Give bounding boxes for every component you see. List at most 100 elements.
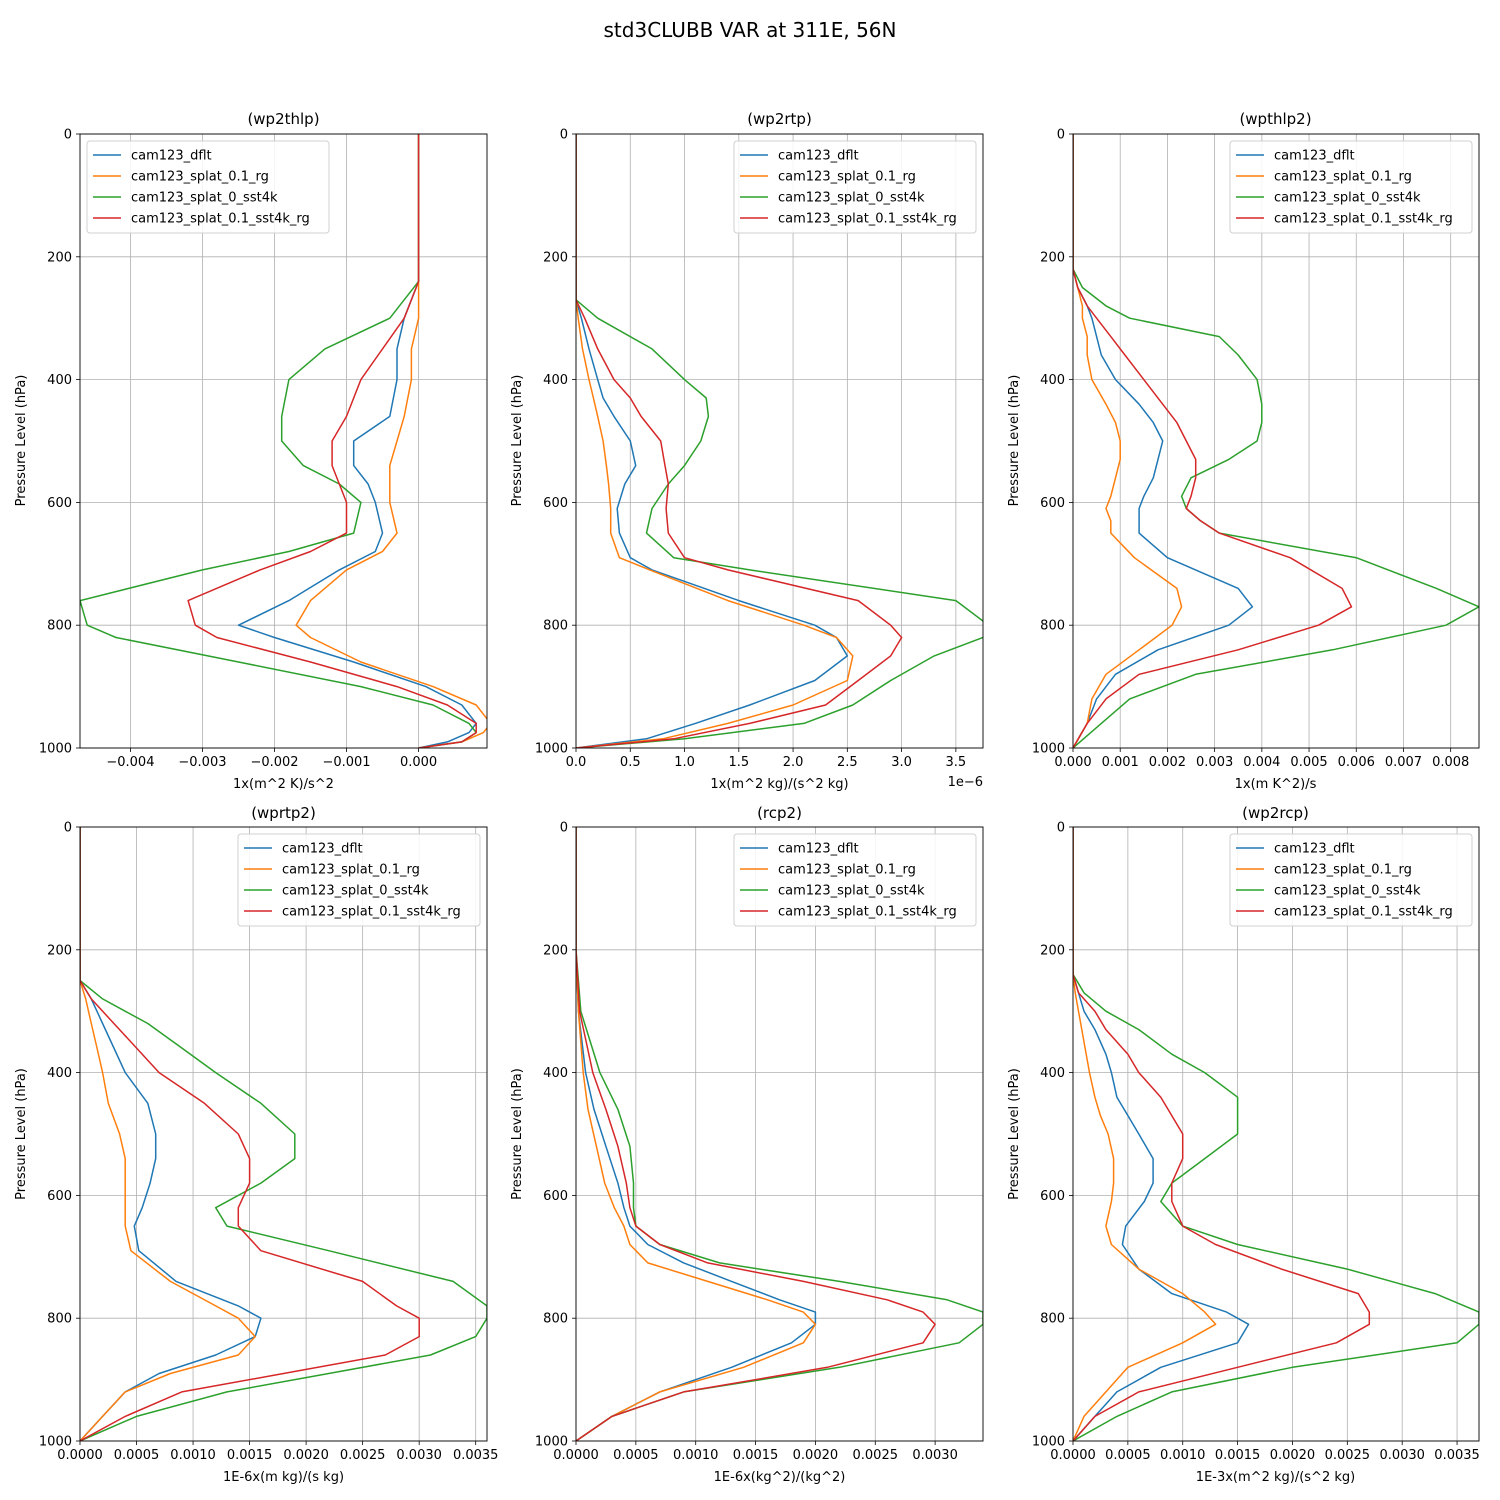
legend-label: cam123_splat_0.1_rg xyxy=(131,170,269,185)
y-tick-label: 1000 xyxy=(1032,1435,1065,1450)
legend-label: cam123_splat_0.1_rg xyxy=(778,863,916,878)
legend-label: cam123_splat_0.1_rg xyxy=(1274,170,1412,185)
x-tick-label: 1.5 xyxy=(728,755,749,770)
series-line-cam123_splat_0.1_rg xyxy=(295,134,487,748)
series-line-cam123_splat_0.1_sst4k_rg xyxy=(1073,134,1353,748)
x-tick-label: 0.5 xyxy=(620,755,641,770)
legend-label: cam123_splat_0.1_sst4k_rg xyxy=(778,212,957,227)
legend-box xyxy=(86,140,330,234)
series-line-cam123_dflt xyxy=(1073,134,1254,748)
y-tick-label: 0 xyxy=(1057,821,1065,836)
x-tick-label: 0.0005 xyxy=(613,1448,659,1463)
x-tick-label: 0.003 xyxy=(1196,755,1233,770)
y-tick-label: 1000 xyxy=(39,742,72,757)
x-tick-label: 0.0020 xyxy=(1270,1448,1316,1463)
y-tick-label: 600 xyxy=(543,496,568,511)
axes-frame xyxy=(575,133,984,749)
x-tick-label: 0.008 xyxy=(1432,755,1469,770)
y-tick-label: 800 xyxy=(1040,619,1065,634)
legend-label: cam123_splat_0_sst4k xyxy=(282,884,429,899)
y-tick-label: 800 xyxy=(47,619,72,634)
legend-label: cam123_splat_0_sst4k xyxy=(778,884,925,899)
x-tick-label: 0.0025 xyxy=(853,1448,899,1463)
x-tick-label: 0.000 xyxy=(400,755,437,770)
legend-label: cam123_dflt xyxy=(1274,842,1355,857)
x-tick-label: 0.0015 xyxy=(227,1448,273,1463)
legend-label: cam123_splat_0.1_sst4k_rg xyxy=(778,905,957,920)
x-tick-label: 0.0000 xyxy=(57,1448,103,1463)
panel-wp2thlp: (wp2thlp) 1x(m^2 K)/s^2 Pressure Level (… xyxy=(14,110,488,792)
y-tick-label: 400 xyxy=(543,373,568,388)
legend-label: cam123_splat_0.1_sst4k_rg xyxy=(1274,212,1453,227)
y-tick-label: 200 xyxy=(543,250,568,265)
x-tick-label: 0.0025 xyxy=(1325,1448,1371,1463)
series-line-cam123_dflt xyxy=(576,827,817,1441)
series-line-cam123_splat_0.1_rg xyxy=(576,134,854,748)
series-line-cam123_dflt xyxy=(576,134,849,748)
legend-box xyxy=(733,833,977,927)
x-tick-label: 0.0005 xyxy=(114,1448,160,1463)
y-tick-label: 400 xyxy=(1040,373,1065,388)
panel-title: (wpthlp2) xyxy=(1239,110,1311,128)
y-axis-label: Pressure Level (hPa) xyxy=(1007,375,1022,507)
x-tick-label: 0.002 xyxy=(1149,755,1186,770)
y-tick-label: 1000 xyxy=(535,1435,568,1450)
legend-label: cam123_splat_0.1_sst4k_rg xyxy=(282,905,461,920)
y-tick-label: 600 xyxy=(1040,496,1065,511)
series-line-cam123_dflt xyxy=(1073,827,1250,1441)
y-tick-label: 800 xyxy=(543,619,568,634)
legend-label: cam123_dflt xyxy=(778,149,859,164)
x-axis-label: 1x(m^2 kg)/(s^2 kg) xyxy=(710,777,848,792)
x-tick-label: 3.0 xyxy=(891,755,912,770)
x-tick-label: 0.0030 xyxy=(1379,1448,1425,1463)
series-lines xyxy=(80,134,487,748)
series-line-cam123_splat_0_sst4k xyxy=(576,134,983,748)
panel-wp2rtp: (wp2rtp) 1x(m^2 kg)/(s^2 kg) Pressure Le… xyxy=(510,110,984,792)
x-axis-label: 1E-6x(m kg)/(s kg) xyxy=(223,1470,344,1485)
x-tick-label: 0.0000 xyxy=(553,1448,599,1463)
y-tick-label: 200 xyxy=(1040,250,1065,265)
x-tick-label: 0.0035 xyxy=(453,1448,499,1463)
y-tick-label: 0 xyxy=(560,821,568,836)
y-tick-label: 600 xyxy=(543,1189,568,1204)
y-tick-label: 200 xyxy=(47,943,72,958)
series-lines xyxy=(1073,134,1479,748)
series-lines xyxy=(576,134,983,748)
legend-label: cam123_dflt xyxy=(131,149,212,164)
x-tick-label: 0.0000 xyxy=(1050,1448,1096,1463)
series-lines xyxy=(80,827,487,1441)
panel-wp2rcp: (wp2rcp) 1E-3x(m^2 kg)/(s^2 kg) Pressure… xyxy=(1007,804,1480,1485)
legend-box xyxy=(733,140,977,234)
y-tick-label: 400 xyxy=(1040,1066,1065,1081)
x-axis-label: 1x(m^2 K)/s^2 xyxy=(233,777,334,792)
x-tick-label: 0.004 xyxy=(1243,755,1280,770)
y-tick-label: 1000 xyxy=(1032,742,1065,757)
y-tick-label: 600 xyxy=(47,1189,72,1204)
legend-label: cam123_dflt xyxy=(1274,149,1355,164)
series-line-cam123_splat_0.1_sst4k_rg xyxy=(187,134,477,748)
y-tick-label: 0 xyxy=(64,128,72,143)
y-tick-label: 200 xyxy=(47,250,72,265)
y-tick-label: 800 xyxy=(47,1312,72,1327)
y-tick-label: 600 xyxy=(1040,1189,1065,1204)
series-line-cam123_splat_0.1_rg xyxy=(80,827,256,1441)
legend-label: cam123_splat_0_sst4k xyxy=(1274,191,1421,206)
axes-frame xyxy=(575,826,984,1442)
x-tick-label: 0.0030 xyxy=(396,1448,442,1463)
y-tick-label: 0 xyxy=(1057,128,1065,143)
y-tick-label: 0 xyxy=(64,821,72,836)
series-line-cam123_splat_0_sst4k xyxy=(1073,827,1479,1441)
axes-frame xyxy=(79,826,488,1442)
figure-title: std3CLUBB VAR at 311E, 56N xyxy=(604,18,897,42)
x-tick-label: 0.0015 xyxy=(733,1448,779,1463)
y-tick-label: 1000 xyxy=(39,1435,72,1450)
series-line-cam123_dflt xyxy=(80,827,262,1441)
legend-label: cam123_splat_0_sst4k xyxy=(1274,884,1421,899)
x-tick-label: 1.0 xyxy=(674,755,695,770)
y-tick-label: 400 xyxy=(543,1066,568,1081)
x-axis-label: 1x(m K^2)/s xyxy=(1235,777,1317,792)
y-tick-label: 200 xyxy=(543,943,568,958)
x-axis-label: 1E-3x(m^2 kg)/(s^2 kg) xyxy=(1196,1470,1355,1485)
x-tick-label: 0.0010 xyxy=(170,1448,216,1463)
